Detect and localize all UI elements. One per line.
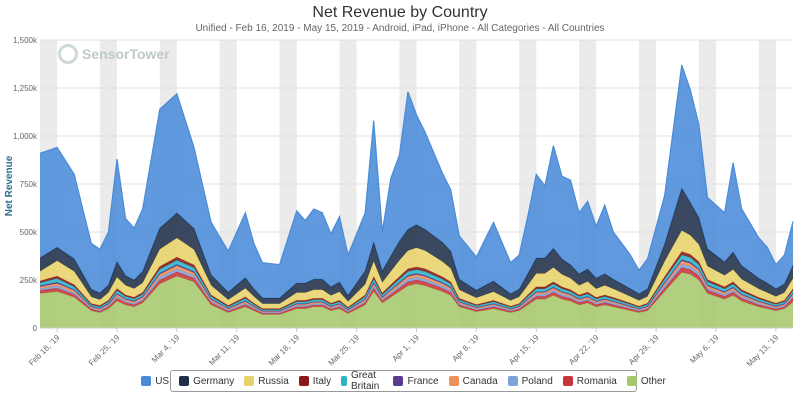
x-tick-label: Mar 25, '19 xyxy=(327,333,362,368)
legend-item-canada[interactable]: Canada xyxy=(448,375,498,387)
y-axis-label: Net Revenue xyxy=(4,155,15,216)
x-tick-label: May 13, '19 xyxy=(745,333,781,369)
series-area-russia xyxy=(40,230,793,309)
sensortower-logo: SensorTower xyxy=(58,44,170,64)
sensortower-logo-icon xyxy=(58,44,78,64)
legend-swatch xyxy=(626,376,637,386)
x-axis: Feb 18, '19 Feb 25, '19 Mar 4, '19 Mar 11, … xyxy=(27,327,793,369)
legend-item-great-britain[interactable]: Great Britain xyxy=(341,370,383,392)
legend-label: Italy xyxy=(312,375,332,387)
y-tick-label: 250k xyxy=(20,276,38,285)
x-tick-label: Feb 25, '19 xyxy=(87,333,122,368)
legend-swatch xyxy=(179,376,190,386)
chart-title: Net Revenue by Country xyxy=(312,4,488,21)
y-tick-label: 1,000k xyxy=(13,132,38,141)
x-tick-label: Apr 22, '19 xyxy=(567,333,601,367)
legend-label: Other xyxy=(640,375,666,387)
series-areas xyxy=(39,64,794,328)
x-tick-label: Apr 8, '19 xyxy=(450,333,481,364)
y-tick-label: 500k xyxy=(20,228,38,237)
legend-item-romania[interactable]: Romania xyxy=(562,375,617,387)
legend-swatch xyxy=(507,376,518,386)
series-area-other xyxy=(40,272,793,328)
legend-item-other[interactable]: Other xyxy=(626,375,666,387)
legend-swatch xyxy=(448,376,459,386)
y-tick-label: 750k xyxy=(20,180,38,189)
legend-label: Canada xyxy=(462,375,498,387)
legend-swatch xyxy=(562,376,573,386)
x-tick-label: Feb 18, '19 xyxy=(27,333,62,368)
legend-label: France xyxy=(407,375,439,387)
brand-name: SensorTower xyxy=(82,46,170,62)
legend-swatch xyxy=(393,376,404,386)
y-tick-label: 1,500k xyxy=(13,36,38,45)
x-tick-label: Apr 29, '19 xyxy=(627,333,661,367)
legend-swatch xyxy=(141,376,152,386)
x-tick-label: Mar 18, '19 xyxy=(267,333,302,368)
legend-item-germany[interactable]: Germany xyxy=(179,376,234,387)
legend-swatch xyxy=(244,376,255,386)
legend-item-russia[interactable]: Russia xyxy=(244,376,289,387)
y-tick-label: 1,250k xyxy=(13,84,38,93)
x-tick-label: Apr 1, '19 xyxy=(391,333,422,364)
series-area-us xyxy=(40,64,793,299)
legend-item-us[interactable]: US xyxy=(141,376,169,387)
x-tick-label: Mar 4, '19 xyxy=(150,333,182,365)
series-line-us xyxy=(39,64,794,272)
legend-label: Russia xyxy=(258,375,289,387)
x-tick-label: Apr 15, '19 xyxy=(507,333,541,367)
x-tick-label: May 6, '19 xyxy=(688,333,721,366)
legend-label: US xyxy=(155,375,170,387)
y-axis: 0 250k 500k 750k 1,000k 1,250k 1,500k xyxy=(13,36,38,333)
legend-label: Germany xyxy=(193,375,235,387)
area-chart: 0 250k 500k 750k 1,000k 1,250k 1,500k Feb 18, … xyxy=(4,36,794,369)
chart-legend: US Germany Russia Italy Great Britain France C… xyxy=(141,370,666,392)
legend-item-france[interactable]: France xyxy=(393,375,439,387)
x-tick-label: Mar 11, '19 xyxy=(207,333,241,367)
legend-label: Great Britain xyxy=(350,370,380,392)
chart-subtitle: Unified - Feb 16, 2019 - May 15, 2019 - … xyxy=(195,23,605,34)
legend-item-poland[interactable]: Poland xyxy=(507,375,553,387)
legend-swatch xyxy=(341,376,347,386)
series-area-germany xyxy=(40,188,793,304)
legend-label: Romania xyxy=(576,375,617,387)
legend-item-italy[interactable]: Italy xyxy=(298,375,332,387)
y-tick-label: 0 xyxy=(33,324,38,333)
legend-label: Poland xyxy=(521,375,553,387)
legend-swatch xyxy=(298,376,309,386)
